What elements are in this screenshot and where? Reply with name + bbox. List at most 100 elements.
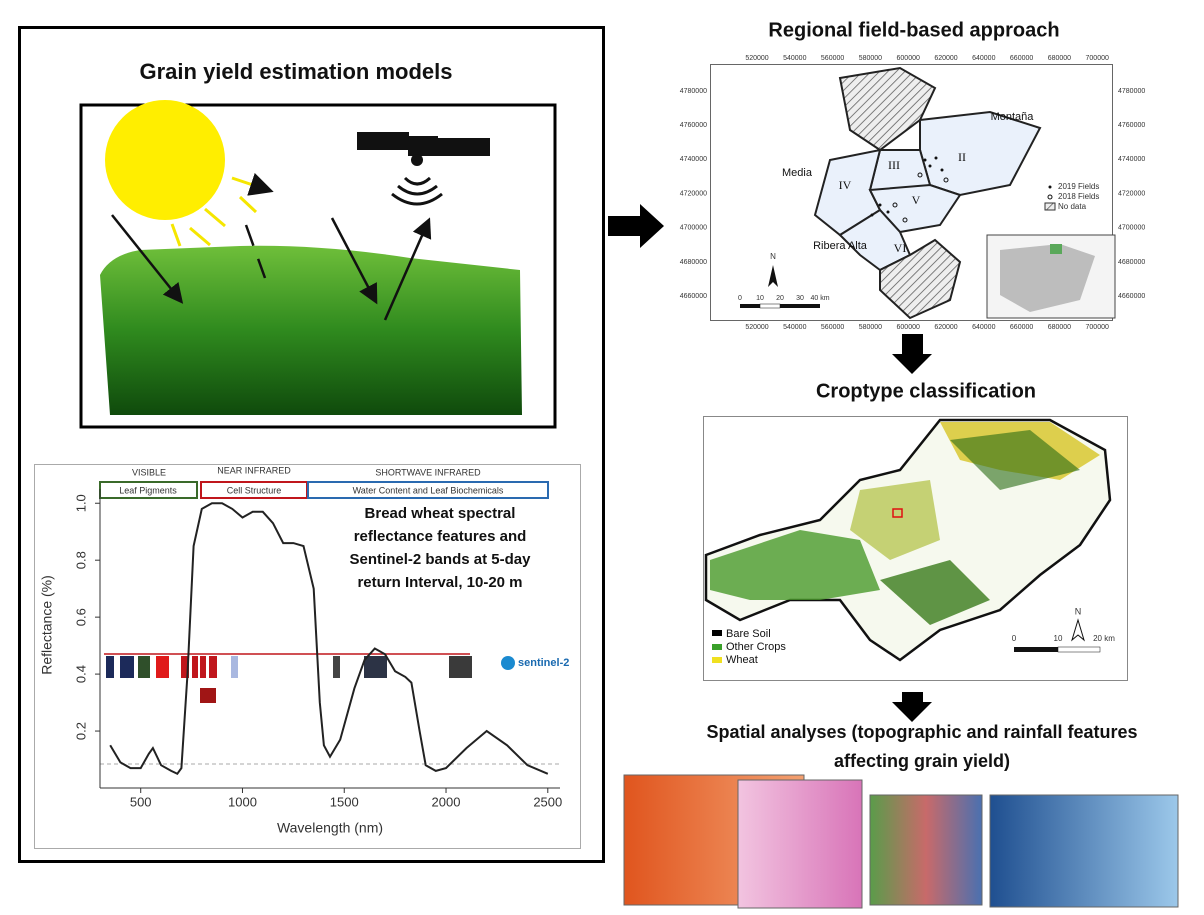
scale-bar — [780, 304, 820, 308]
regional-map: Montaña Media Ribera Alta II III IV V VI… — [680, 55, 1146, 331]
coord-label: 4680000 — [1118, 259, 1145, 266]
coord-label: 660000 — [1010, 324, 1033, 331]
thumbnail — [869, 794, 983, 906]
coord-label: 4780000 — [680, 88, 707, 95]
legend-label: Wheat — [726, 654, 758, 666]
coord-label: 540000 — [783, 55, 806, 62]
legend-swatch — [712, 644, 722, 650]
sun — [105, 100, 225, 220]
coord-label: 4720000 — [680, 190, 707, 197]
coord-label: 600000 — [897, 324, 920, 331]
annotation-line: Sentinel-2 bands at 5-day — [350, 551, 532, 568]
coord-label: 560000 — [821, 55, 844, 62]
zone-number: III — [888, 158, 900, 172]
feature-label: Water Content and Leaf Biochemicals — [353, 485, 504, 495]
scale-bar — [1057, 646, 1101, 653]
coord-label: 520000 — [745, 55, 768, 62]
spectrum-chart: VISIBLE NEAR INFRARED SHORTWAVE INFRARED… — [39, 465, 570, 835]
reflectance-curve — [109, 502, 549, 776]
x-tick-label: 1000 — [228, 794, 257, 809]
y-tick-label: 0.2 — [73, 722, 88, 740]
coord-label: 4780000 — [1118, 88, 1145, 95]
feature-label: Cell Structure — [227, 485, 282, 495]
x-tick-label: 2000 — [432, 794, 461, 809]
north-arrow — [1071, 618, 1085, 642]
feature-label: Leaf Pigments — [119, 485, 177, 495]
x-axis-label: Wavelength (nm) — [277, 820, 383, 836]
arrow-down — [892, 692, 932, 722]
coord-label: 4760000 — [1118, 122, 1145, 129]
coord-label: 700000 — [1086, 324, 1109, 331]
crop-area — [950, 430, 1080, 490]
logo-icon — [501, 656, 515, 670]
zone-number: V — [912, 193, 921, 207]
coord-label: 4760000 — [680, 122, 707, 129]
legend-swatch — [712, 657, 722, 663]
annotation-line: return Interval, 10-20 m — [357, 574, 522, 591]
coord-label: 660000 — [1010, 55, 1033, 62]
coord-label: 4660000 — [1118, 293, 1145, 300]
left-title: Grain yield estimation models — [140, 59, 453, 84]
wheat-area — [850, 480, 940, 560]
legend-label: No data — [1058, 202, 1087, 211]
north-label: N — [770, 252, 776, 261]
coord-label: 620000 — [934, 55, 957, 62]
legend-symbol — [1048, 185, 1052, 189]
croptype-map: Bare Soil Other Crops Wheat N 0 10 20 km — [704, 418, 1115, 666]
y-tick-label: 0.6 — [73, 608, 88, 626]
coord-label: 580000 — [859, 55, 882, 62]
x-tick-label: 2500 — [533, 794, 562, 809]
coord-label: 4740000 — [680, 156, 707, 163]
scale-bar — [759, 303, 781, 309]
coord-label: 4700000 — [1118, 225, 1145, 232]
x-tick-label: 500 — [130, 794, 152, 809]
coord-label: 700000 — [1086, 55, 1109, 62]
spatial-title: Spatial analyses (topographic and rainfa… — [706, 722, 1137, 742]
zone-number: II — [958, 150, 966, 164]
legend-label: Bare Soil — [726, 628, 771, 640]
coord-label: 620000 — [934, 324, 957, 331]
legend-label: 2018 Fields — [1058, 192, 1099, 201]
coord-label: 4720000 — [1118, 190, 1145, 197]
scale-label: 20 km — [1093, 634, 1115, 643]
light-arrows — [111, 214, 432, 321]
feature-box — [307, 481, 549, 499]
scale-bar — [1014, 647, 1058, 652]
zone-number: VI — [894, 241, 907, 255]
scale-label: 10 — [1054, 634, 1063, 643]
coord-label: 600000 — [897, 55, 920, 62]
spatial-title: affecting grain yield) — [834, 751, 1010, 771]
legend-label: Other Crops — [726, 641, 786, 653]
zone-number: IV — [839, 178, 852, 192]
thumbnail — [989, 794, 1179, 908]
spain — [1000, 244, 1095, 312]
arrow-right — [608, 204, 664, 248]
coord-label: 4740000 — [1118, 156, 1145, 163]
scale-bar — [740, 304, 760, 308]
y-tick-label: 1.0 — [73, 494, 88, 512]
zone-name: Ribera Alta — [813, 240, 868, 252]
north-arrow — [768, 265, 778, 287]
coord-label: 640000 — [972, 55, 995, 62]
x-tick-label: 1500 — [330, 794, 359, 809]
annotation: Bread wheat spectral reflectance feature… — [350, 505, 532, 591]
scale-label: 40 km — [810, 295, 829, 302]
region-label: SHORTWAVE INFRARED — [375, 467, 481, 477]
coord-label: 520000 — [745, 324, 768, 331]
zone-name: Media — [782, 167, 813, 179]
navarra — [1050, 244, 1062, 254]
y-tick-label: 0.4 — [73, 665, 88, 683]
legend-symbol — [1047, 194, 1053, 200]
scale-label: 30 — [796, 295, 804, 302]
scale-label: 0 — [1012, 634, 1017, 643]
y-tick-label: 0.8 — [73, 551, 88, 569]
coord-label: 640000 — [972, 324, 995, 331]
no-data-area — [879, 238, 962, 320]
thumbnail — [737, 779, 863, 909]
left-frame — [18, 26, 605, 863]
crop-area — [880, 560, 990, 625]
annotation-line: reflectance features and — [354, 528, 527, 545]
annotation-line: Bread wheat spectral — [365, 505, 516, 522]
scale-label: 0 — [738, 295, 742, 302]
